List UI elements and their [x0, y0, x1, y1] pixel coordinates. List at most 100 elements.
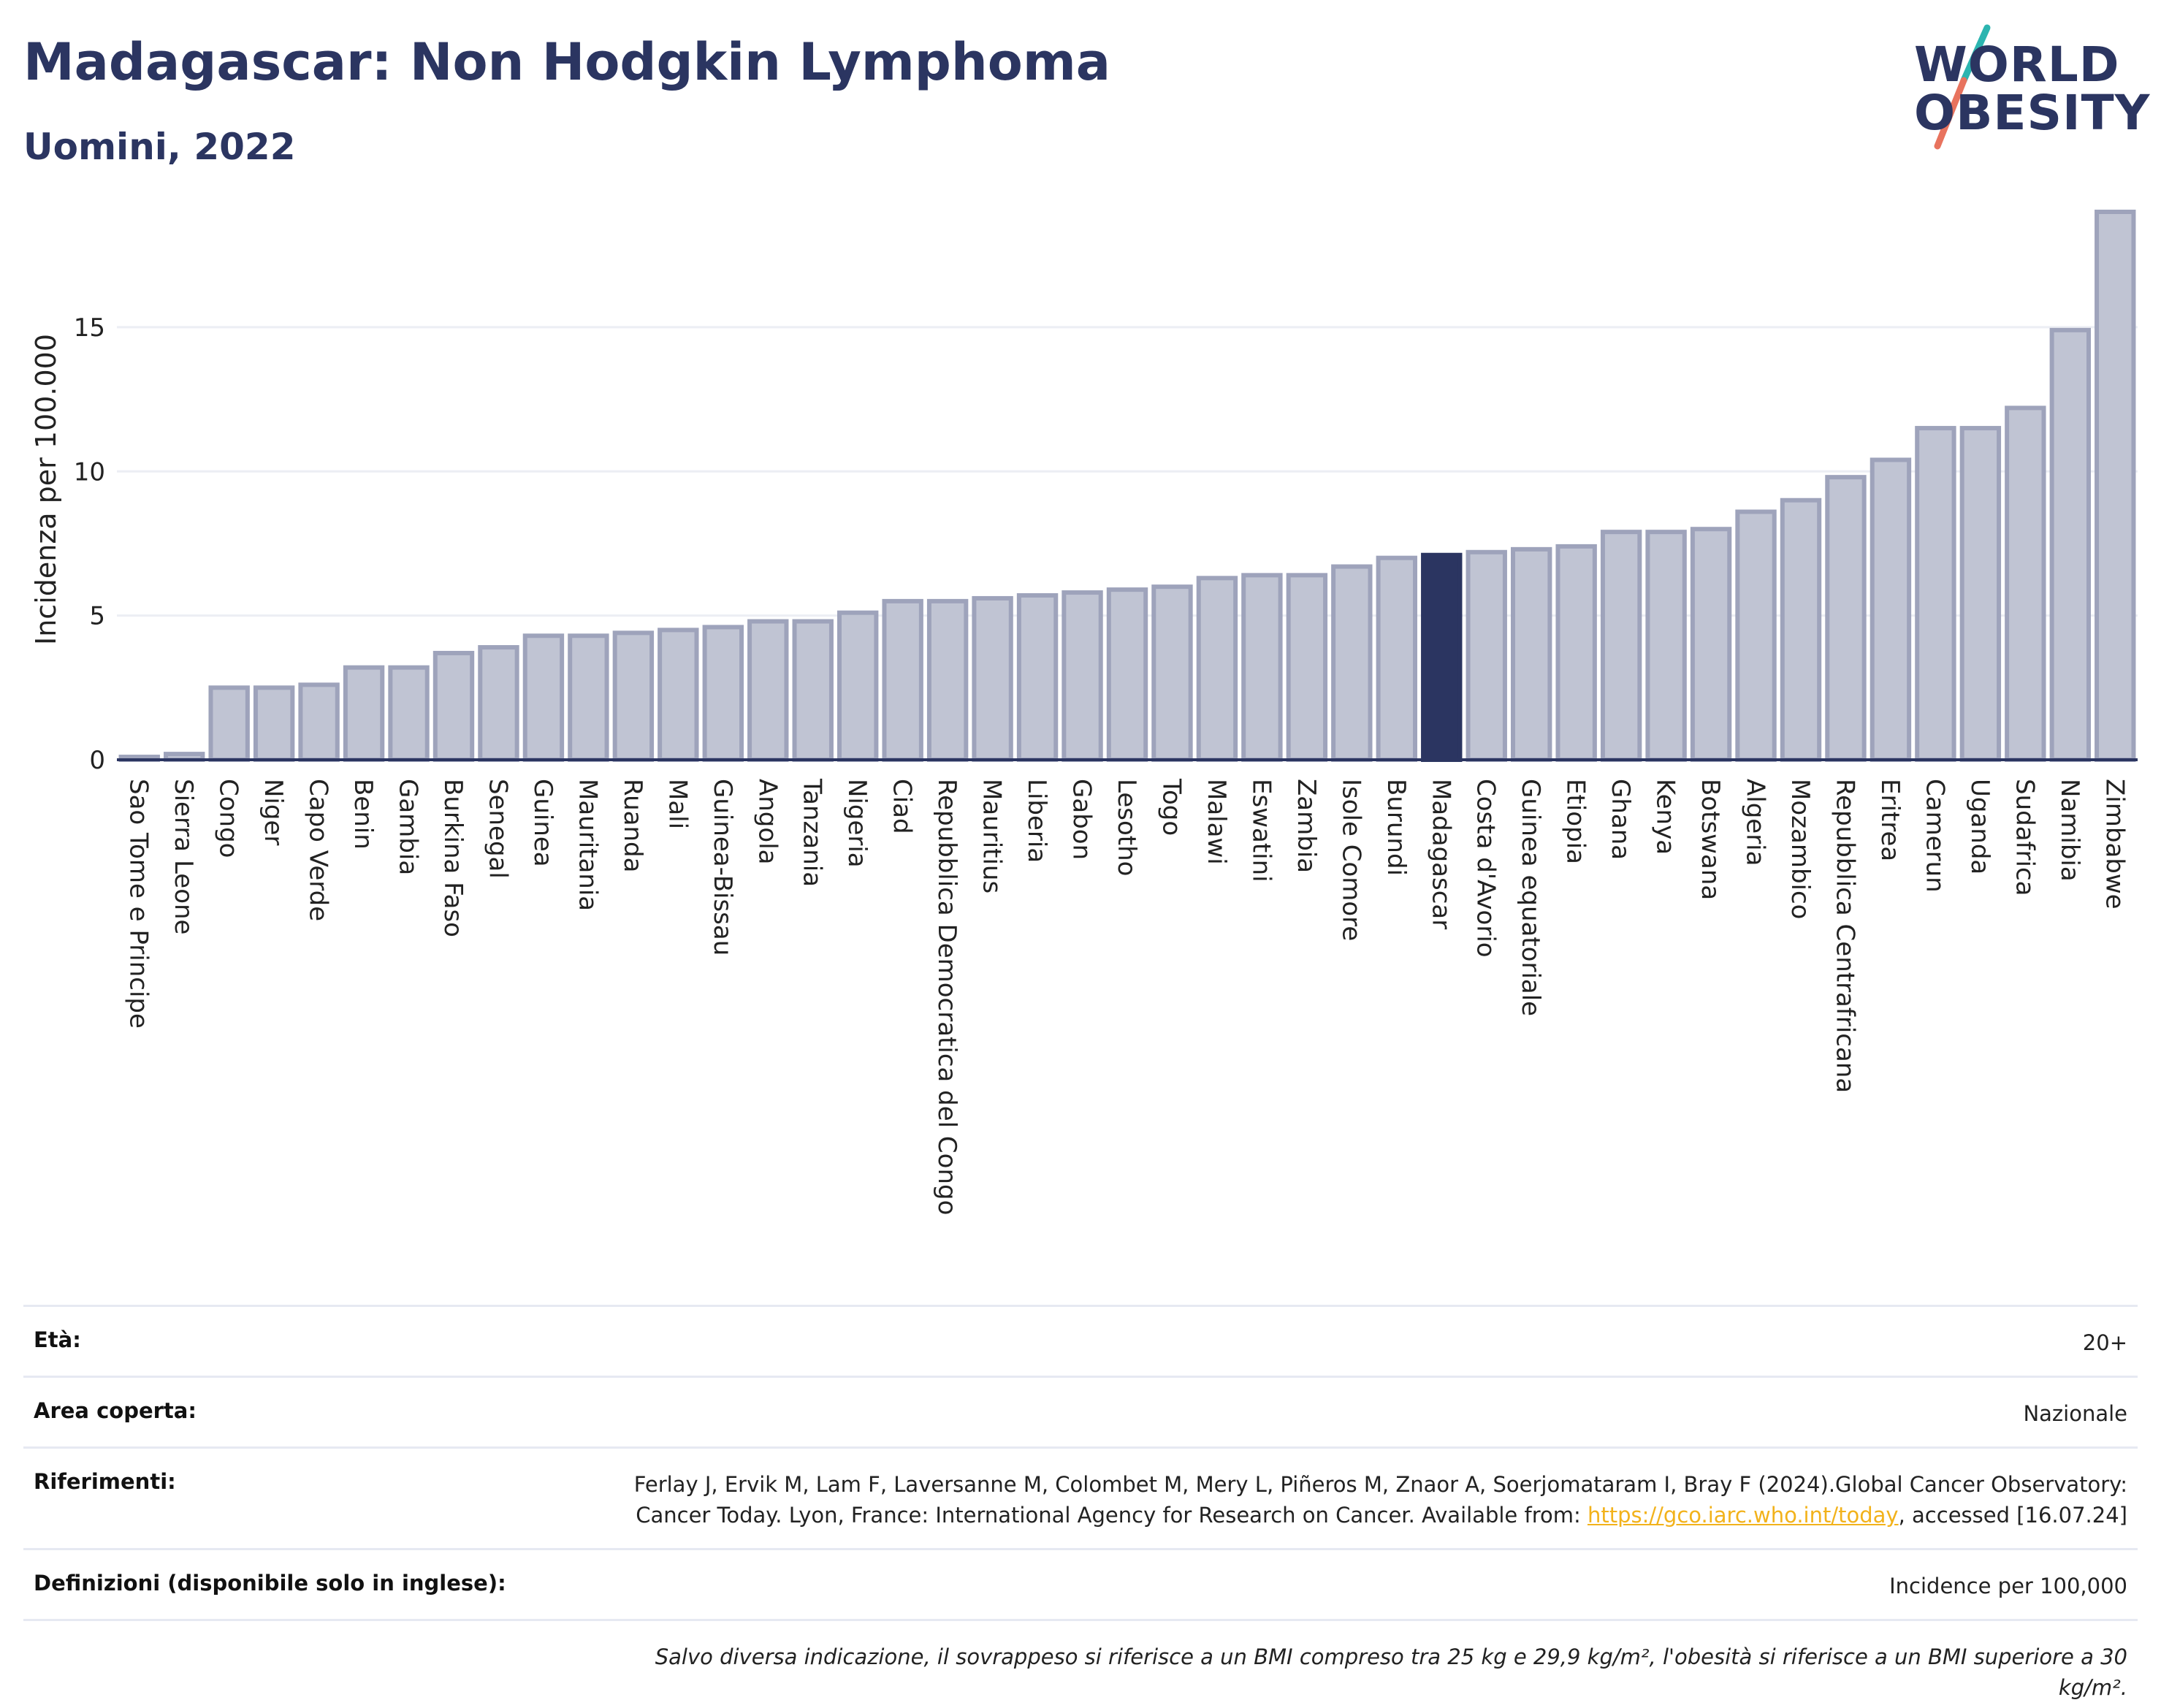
x-tick-label: Liberia	[1022, 779, 1051, 863]
bar	[343, 665, 385, 762]
bar	[1959, 426, 2002, 762]
x-tick-label: Botswana	[1696, 779, 1725, 900]
x-tick-label: Sao Tome e Principe	[124, 779, 153, 1029]
reference-text: Ferlay J, Ervik M, Lam F, Laversanne M, …	[633, 1472, 2127, 1528]
y-tick-label: 15	[74, 313, 105, 343]
bar	[658, 628, 699, 762]
x-tick-label: Guinea equatoriale	[1516, 779, 1545, 1016]
x-tick-label: Etiopia	[1561, 779, 1590, 864]
bar	[1286, 573, 1328, 762]
x-tick-label: Ruanda	[618, 779, 647, 872]
info-row-age: Età: 20+	[23, 1305, 2138, 1376]
info-label-age: Età:	[34, 1327, 81, 1352]
bar	[478, 645, 519, 762]
bar	[1735, 509, 1777, 762]
x-tick-label: Zimbabwe	[2100, 779, 2129, 910]
logo-line-2: OBESITY	[1914, 85, 2151, 141]
bar	[1645, 530, 1687, 762]
x-tick-label: Sudafrica	[2010, 779, 2039, 896]
bar	[208, 685, 250, 763]
x-tick-label: Isole Comore	[1336, 779, 1365, 941]
bar	[2049, 327, 2092, 762]
x-tick-label: Repubblica Democratica del Congo	[932, 779, 961, 1215]
reference-accessed: , accessed [16.07.24]	[1898, 1503, 2127, 1528]
x-tick-label: Senegal	[483, 779, 512, 879]
x-tick-label: Benin	[348, 779, 378, 850]
bar	[1555, 544, 1597, 762]
bar	[747, 619, 789, 762]
x-tick-label: Mozambico	[1785, 779, 1815, 919]
x-tick-label: Burundi	[1381, 779, 1411, 876]
bar	[2095, 210, 2136, 762]
bar	[1062, 590, 1103, 762]
x-tick-label: Eswatini	[1246, 779, 1276, 882]
x-tick-label: Gabon	[1067, 779, 1097, 860]
bar	[1780, 497, 1822, 762]
x-tick-label: Camerun	[1920, 779, 1949, 893]
info-row-references: Riferimenti: Ferlay J, Ervik M, Lam F, L…	[23, 1446, 2138, 1548]
bar	[522, 633, 565, 763]
x-tick-label: Capo Verde	[304, 779, 333, 921]
bar	[1915, 426, 1956, 762]
bar	[972, 595, 1013, 763]
page-subtitle: Uomini, 2022	[23, 126, 296, 168]
bar	[926, 598, 969, 762]
x-tick-label: Guinea	[528, 779, 557, 867]
bar	[702, 625, 744, 763]
info-value-area: Nazionale	[2023, 1401, 2127, 1427]
info-label-definitions: Definizioni (disponibile solo in inglese…	[34, 1571, 506, 1596]
info-table: Età: 20+ Area coperta: Nazionale Riferim…	[23, 1305, 2138, 1708]
info-label-area: Area coperta:	[34, 1398, 197, 1424]
bar-chart: 0 5 10 15 Incidenza per 100.000 Sao Tome e Pr…	[30, 210, 2138, 1215]
bar	[836, 610, 879, 762]
logo-slash-icon	[1934, 24, 1991, 150]
y-axis-label: Incidenza per 100.000	[30, 334, 62, 645]
info-value-definitions: Incidence per 100,000	[1889, 1574, 2127, 1599]
bar	[1241, 573, 1283, 762]
x-tick-label: Sierra Leone	[169, 779, 198, 934]
bar-highlight	[1421, 552, 1463, 762]
x-tick-label: Eritrea	[1875, 779, 1905, 861]
bar	[388, 665, 430, 762]
bar	[1331, 564, 1373, 762]
reference-link[interactable]: https://gco.iarc.who.int/today	[1587, 1503, 1899, 1528]
bar	[612, 630, 655, 762]
x-tick-label: Guinea-Bissau	[708, 779, 737, 956]
x-tick-label: Tanzania	[798, 778, 827, 887]
y-tick-label: 5	[89, 602, 105, 631]
bar	[1870, 457, 1912, 762]
x-tick-label: Congo	[214, 779, 243, 858]
x-tick-label: Zambia	[1292, 779, 1321, 873]
bar	[432, 650, 475, 763]
x-tick-label: Kenya	[1651, 779, 1680, 855]
bar	[792, 619, 834, 762]
info-value-age: 20+	[2082, 1330, 2127, 1355]
x-tick-label: Malawi	[1202, 779, 1231, 865]
info-row-note: Salvo diversa indicazione, il sovrappeso…	[23, 1619, 2138, 1708]
bar	[1690, 527, 1732, 762]
x-tick-label: Gambia	[394, 779, 423, 875]
x-tick-label: Ghana	[1606, 779, 1635, 860]
x-tick-label: Niger	[259, 779, 288, 845]
x-tick-label: Madagascar	[1426, 779, 1455, 929]
y-tick-label: 0	[89, 746, 105, 775]
bar	[882, 598, 923, 762]
bar	[1106, 587, 1148, 763]
x-tick-label: Mauritius	[977, 779, 1007, 893]
bar	[1600, 530, 1642, 762]
x-tick-label: Ciad	[888, 779, 917, 834]
bar	[1510, 546, 1552, 762]
info-row-definitions: Definizioni (disponibile solo in inglese…	[23, 1548, 2138, 1619]
info-label-references: Riferimenti:	[34, 1469, 176, 1495]
bar	[1466, 549, 1507, 763]
bar	[1016, 593, 1059, 762]
bar	[1825, 475, 1867, 762]
page-title: Madagascar: Non Hodgkin Lymphoma	[23, 32, 1111, 92]
x-tick-label: Mali	[663, 779, 692, 829]
y-tick-label: 10	[74, 457, 105, 487]
info-value-references: Ferlay J, Ervik M, Lam F, Laversanne M, …	[630, 1469, 2127, 1530]
x-tick-label: Algeria	[1741, 779, 1770, 866]
x-tick-label: Mauritania	[573, 779, 602, 911]
x-tick-label: Repubblica Centrafricana	[1830, 779, 1859, 1093]
bar	[568, 633, 609, 763]
